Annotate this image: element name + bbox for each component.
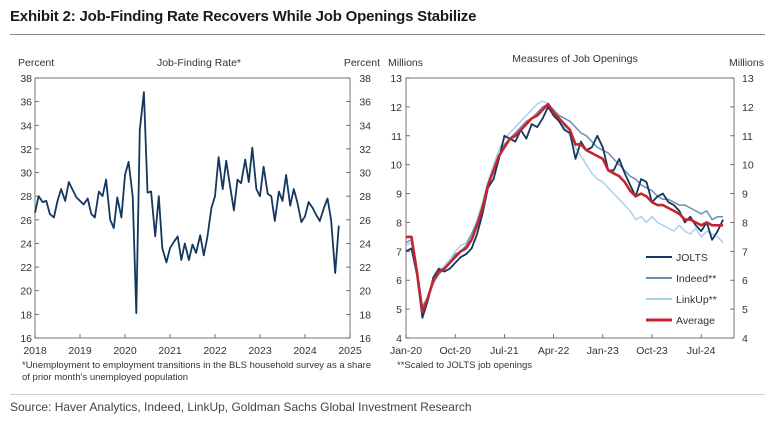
- y-tick-label: 6: [396, 275, 402, 287]
- jolts-line: [405, 106, 724, 319]
- y-tick-label: 32: [20, 144, 32, 156]
- y-tick-label-right: 8: [742, 217, 748, 229]
- legend-average-label: Average: [676, 315, 715, 327]
- x-tick-label: 2025: [338, 345, 362, 357]
- y-tick-label-right: 26: [359, 215, 371, 227]
- x-tick-label: Oct-20: [439, 345, 471, 357]
- right-footnote: **Scaled to JOLTS job openings: [397, 360, 533, 371]
- y-tick-label-right: 10: [742, 160, 754, 172]
- left-axis-unit: Millions: [388, 57, 423, 69]
- y-tick-label: 16: [20, 333, 32, 345]
- y-tick-label: 20: [20, 286, 32, 298]
- right-axis-unit: Millions: [729, 57, 764, 69]
- job-openings-chart: Millions Millions Measures of Job Openings…: [388, 53, 764, 357]
- y-tick-label-right: 6: [742, 275, 748, 287]
- y-tick-label: 36: [20, 97, 32, 109]
- y-tick-label-right: 18: [359, 309, 371, 321]
- y-tick-label-right: 7: [742, 246, 748, 258]
- y-tick-label-right: 38: [359, 73, 371, 85]
- source-divider: [10, 394, 765, 395]
- job-finding-rate-line: [34, 91, 340, 315]
- y-tick-label: 13: [390, 73, 402, 85]
- left-footnote: *Unemployment to employment transitions …: [22, 360, 372, 383]
- plot-frame: [34, 77, 351, 339]
- x-tick-label: Jul-24: [687, 345, 716, 357]
- y-tick-label-right: 34: [359, 120, 371, 132]
- x-tick-label: Jan-23: [587, 345, 619, 357]
- y-tick-label: 4: [396, 333, 402, 345]
- x-tick-label: 2018: [23, 345, 47, 357]
- legend-linkup-label: LinkUp**: [676, 294, 717, 306]
- y-tick-label: 12: [390, 102, 402, 114]
- y-tick-label-right: 12: [742, 102, 754, 114]
- y-tick-label-right: 24: [359, 238, 371, 250]
- y-tick-label-right: 11: [742, 131, 753, 143]
- x-tick-label: 2024: [293, 345, 317, 357]
- job-finding-rate-chart: Percent Percent Job-Finding Rate* 16 16 18 18 2…: [18, 57, 380, 357]
- x-tick-label: 2022: [203, 345, 227, 357]
- y-tick-label-right: 5: [742, 304, 748, 316]
- y-tick-label: 11: [391, 131, 402, 143]
- y-tick-label: 26: [20, 215, 32, 227]
- y-tick-label-right: 28: [359, 191, 371, 203]
- x-tick-label: 2023: [248, 345, 272, 357]
- x-tick-label: Jan-20: [390, 345, 422, 357]
- y-tick-label-right: 16: [359, 333, 371, 345]
- y-tick-label: 28: [20, 191, 32, 203]
- plot-frame: [405, 77, 735, 339]
- y-tick-label-right: 36: [359, 97, 371, 109]
- page-title: Exhibit 2: Job-Finding Rate Recovers Whi…: [10, 8, 477, 25]
- y-tick-label: 24: [20, 238, 32, 250]
- y-tick-label: 38: [20, 73, 32, 85]
- linkup-line: [405, 100, 724, 310]
- y-tick-label-right: 9: [742, 189, 748, 201]
- x-tick-label: Oct-23: [636, 345, 668, 357]
- legend-indeed-label: Indeed**: [676, 273, 716, 285]
- y-tick-label: 9: [396, 189, 402, 201]
- y-tick-label: 7: [396, 246, 402, 258]
- y-tick-label-right: 13: [742, 73, 754, 85]
- x-tick-label: 2019: [68, 345, 92, 357]
- x-tick-label: Jul-21: [490, 345, 519, 357]
- x-tick-label: 2020: [113, 345, 137, 357]
- y-tick-label: 30: [20, 168, 32, 180]
- x-tick-label: 2021: [158, 345, 182, 357]
- left-axis-unit: Percent: [18, 57, 54, 69]
- y-tick-label: 18: [20, 309, 32, 321]
- right-axis-unit: Percent: [344, 57, 380, 69]
- y-tick-label-right: 32: [359, 144, 371, 156]
- chart-title: Job-Finding Rate*: [157, 57, 241, 69]
- y-tick-label-right: 4: [742, 333, 748, 345]
- legend-jolts-label: JOLTS: [676, 252, 708, 264]
- y-tick-label-right: 20: [359, 286, 371, 298]
- y-tick-label-right: 22: [359, 262, 371, 274]
- y-tick-label-right: 30: [359, 168, 371, 180]
- y-tick-label: 5: [396, 304, 402, 316]
- y-tick-label: 10: [390, 160, 402, 172]
- y-tick-label: 8: [396, 217, 402, 229]
- x-tick-label: Apr-22: [538, 345, 570, 357]
- y-tick-label: 22: [20, 262, 32, 274]
- source-note: Source: Haver Analytics, Indeed, LinkUp,…: [10, 400, 472, 414]
- chart-title: Measures of Job Openings: [512, 53, 638, 65]
- average-line: [406, 102, 724, 314]
- title-divider: [10, 34, 765, 35]
- y-tick-label: 34: [20, 120, 32, 132]
